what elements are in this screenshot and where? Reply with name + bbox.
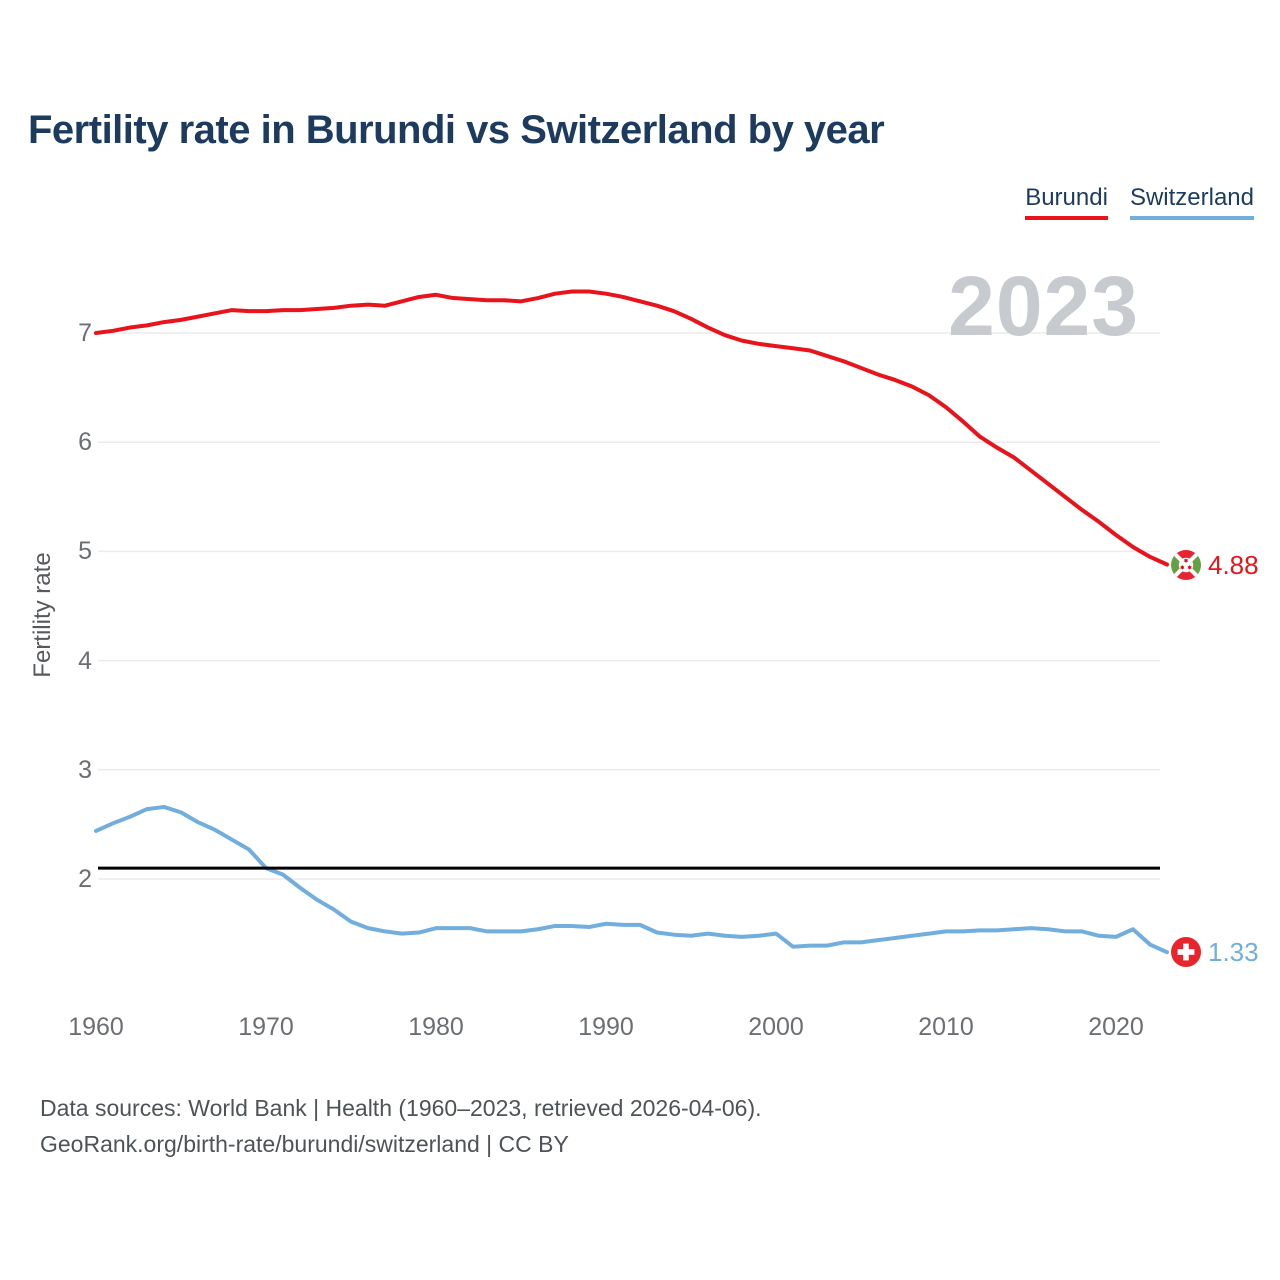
x-tick-label: 1980 [408,1013,464,1041]
x-tick-label: 1990 [578,1013,634,1041]
page-title: Fertility rate in Burundi vs Switzerland… [28,108,885,152]
y-tick-label: 7 [78,319,92,347]
y-tick-label: 5 [78,537,92,566]
switzerland-flag-icon [1171,937,1201,968]
legend: Burundi Switzerland [1025,184,1254,220]
x-tick-label: 2010 [918,1013,974,1041]
legend-item-switzerland[interactable]: Switzerland [1129,184,1254,220]
year-watermark: 2023 [948,259,1139,353]
footer-attribution: GeoRank.org/birth-rate/burundi/switzerla… [40,1131,569,1157]
x-tick-label: 2020 [1088,1013,1144,1041]
series-line-burundi [94,289,1169,567]
legend-item-burundi[interactable]: Burundi [1025,184,1108,220]
x-tick-label: 1970 [238,1013,294,1041]
y-tick-label: 4 [78,646,92,675]
burundi-end-value: 4.88 [1208,549,1259,580]
footer: Data sources: World Bank | Health (1960–… [40,1090,762,1162]
footer-data-sources: Data sources: World Bank | Health (1960–… [40,1095,762,1121]
y-tick-label: 3 [78,755,92,784]
x-tick-label: 2000 [748,1013,804,1041]
switzerland-end-value: 1.33 [1208,937,1259,968]
y-tick-label: 2 [78,865,92,893]
y-tick-label: 6 [78,428,92,457]
burundi-flag-icon [1171,549,1201,580]
x-tick-label: 1960 [68,1013,124,1041]
y-axis-title: Fertility rate [29,552,56,678]
series-line-switzerland [94,804,1169,955]
